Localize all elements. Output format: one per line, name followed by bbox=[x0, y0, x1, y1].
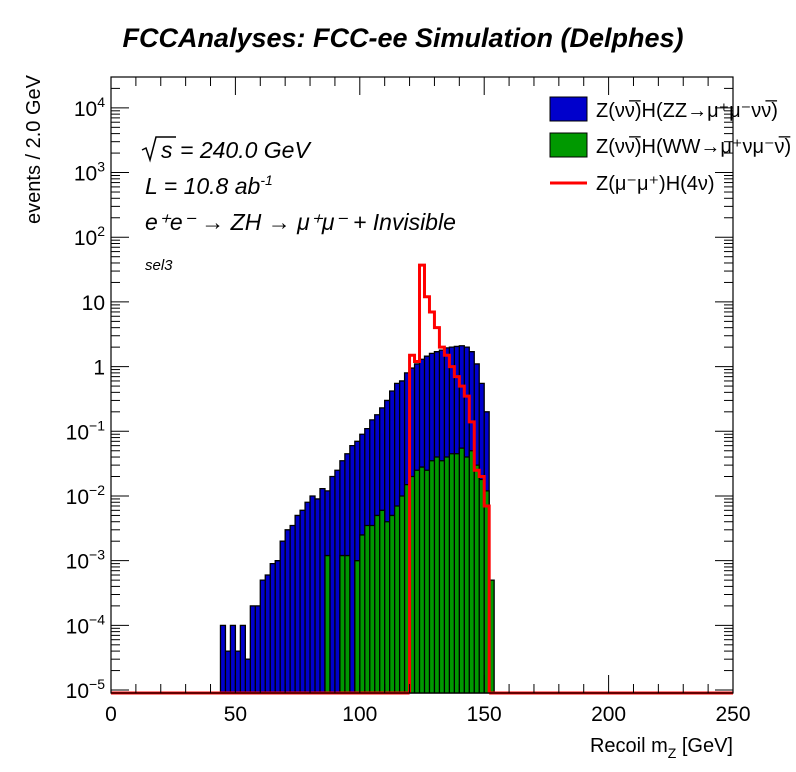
legend: Z(νν̅)H(ZZ→μ⁺μ⁻νν̅) Z(νν̅)H(WW→μ⁺νμ⁻ν̅) … bbox=[549, 96, 791, 195]
x-tick-label: 100 bbox=[342, 703, 377, 726]
legend-label-zz: Z(νν̅)H(ZZ→μ⁺μ⁻νν̅) bbox=[596, 99, 778, 122]
y-tick-label: 103 bbox=[74, 159, 105, 186]
luminosity-annotation: L = 10.8 ab-1 bbox=[145, 172, 273, 199]
sqrt-symbol bbox=[141, 136, 176, 163]
legend-swatch-ww bbox=[549, 132, 588, 158]
y-axis-label: events / 2.0 GeV bbox=[23, 74, 45, 224]
x-tick-label: 150 bbox=[467, 703, 502, 726]
x-axis-label-sub: Z bbox=[668, 745, 677, 761]
y-tick-label: 102 bbox=[74, 223, 105, 250]
plot-area: 0 50 100 150 200 250 10−5 10−4 10−3 10−2 10−1 1 10 10… bbox=[66, 76, 751, 726]
y-tick-label: 10−2 bbox=[66, 482, 106, 509]
x-axis-label-main: Recoil m bbox=[590, 735, 668, 757]
y-tick-label: 1 bbox=[93, 357, 105, 380]
lumi-text: L = 10.8 ab bbox=[145, 173, 261, 199]
y-tick-label: 10−4 bbox=[66, 611, 106, 638]
x-tick-label: 250 bbox=[715, 703, 750, 726]
sqrt-s-value: = 240.0 GeV bbox=[180, 137, 312, 163]
y-tick-label: 104 bbox=[74, 94, 105, 121]
chart-title: FCCAnalyses: FCC-ee Simulation (Delphes) bbox=[122, 23, 683, 53]
legend-label-signal: Z(μ⁻μ⁺)H(4ν) bbox=[596, 173, 715, 195]
x-axis-label: Recoil mZ [GeV] bbox=[590, 735, 733, 761]
x-axis-label-unit: [GeV] bbox=[676, 735, 733, 757]
lumi-exponent: -1 bbox=[260, 172, 272, 188]
legend-swatch-zz bbox=[549, 96, 588, 122]
x-tick-label: 200 bbox=[591, 703, 626, 726]
sqrt-s-var: s bbox=[161, 137, 173, 163]
sqrt-s-annotation: s = 240.0 GeV bbox=[141, 136, 312, 163]
x-tick-label: 0 bbox=[105, 703, 117, 726]
plot-frame bbox=[110, 76, 734, 694]
y-tick-label: 10 bbox=[82, 292, 105, 315]
y-tick-label: 10−5 bbox=[66, 676, 106, 703]
series-signal-line bbox=[408, 263, 491, 693]
process-annotation: e⁺e⁻ → ZH → μ⁺μ⁻ + Invisible bbox=[145, 209, 456, 235]
legend-label-ww: Z(νν̅)H(WW→μ⁺νμ⁻ν̅) bbox=[596, 135, 791, 158]
selection-annotation: sel3 bbox=[145, 257, 173, 274]
x-tick-label: 50 bbox=[224, 703, 247, 726]
y-tick-label: 10−3 bbox=[66, 547, 106, 574]
y-tick-label: 10−1 bbox=[66, 417, 106, 444]
